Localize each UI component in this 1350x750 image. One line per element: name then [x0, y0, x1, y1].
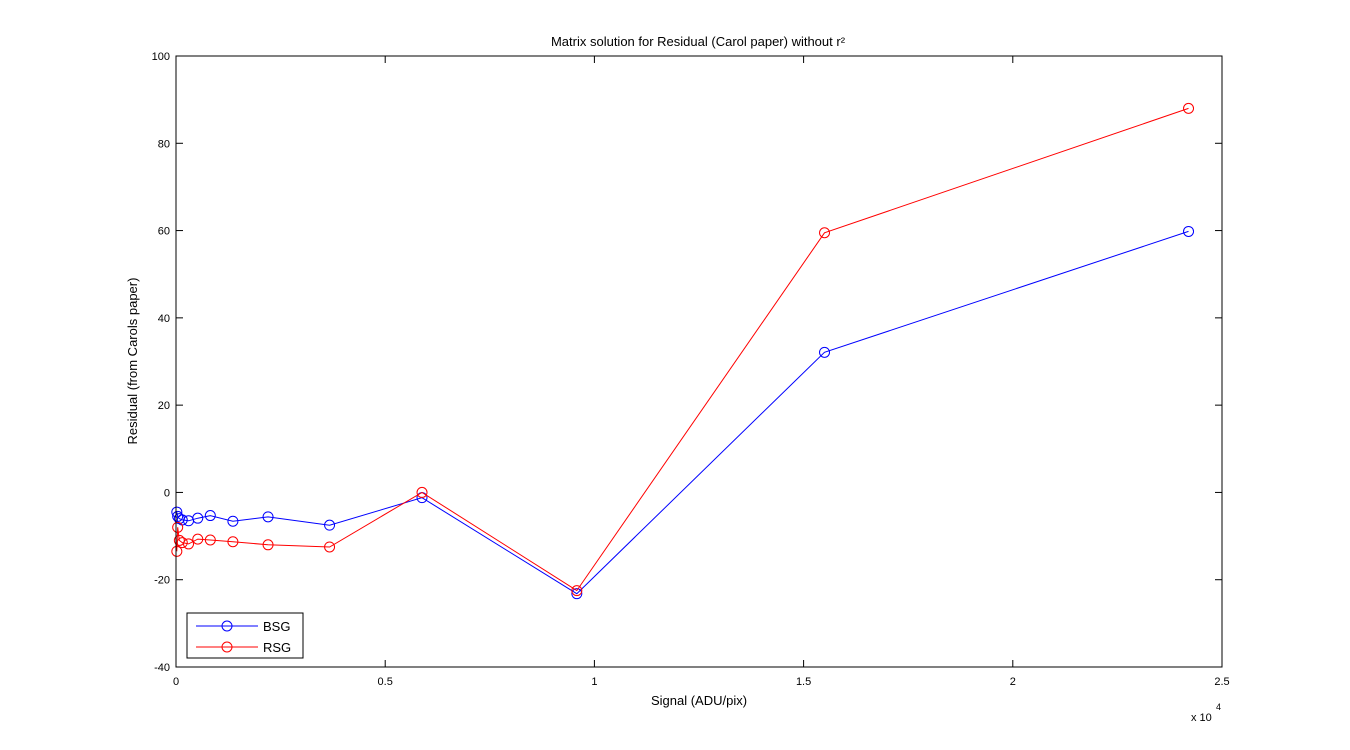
plot-area — [176, 56, 1222, 667]
x-tick-label: 1.5 — [796, 676, 811, 688]
y-tick-label: 80 — [158, 138, 170, 150]
data-point-bsg — [819, 346, 831, 358]
data-point-bsg — [324, 519, 336, 531]
data-point-bsg — [227, 515, 239, 527]
x-axis-label: Signal (ADU/pix) — [651, 693, 747, 708]
data-point-rsg — [416, 486, 428, 498]
data-point-bsg — [171, 506, 183, 518]
data-point-rsg — [171, 545, 183, 557]
x-tick-label: 0 — [173, 676, 179, 688]
data-point-rsg — [227, 536, 239, 548]
data-point-bsg — [204, 510, 216, 522]
x-tick-label: 2 — [1010, 676, 1016, 688]
y-tick-label: 0 — [164, 487, 170, 499]
legend-marker-bsg — [221, 620, 233, 632]
legend-marker-rsg — [221, 641, 233, 653]
data-point-rsg — [819, 227, 831, 239]
x-tick-label: 1 — [591, 676, 597, 688]
chart-title: Matrix solution for Residual (Carol pape… — [551, 34, 846, 49]
y-tick-label: 60 — [158, 226, 170, 238]
data-point-rsg — [183, 538, 195, 550]
series-line-bsg — [176, 230, 1189, 595]
data-point-rsg — [176, 537, 188, 549]
x-tick-label: 2.5 — [1214, 676, 1229, 688]
data-point-rsg — [1183, 102, 1195, 114]
data-point-rsg — [324, 541, 336, 553]
y-axis-label: Residual (from Carols paper) — [125, 278, 140, 445]
y-tick-label: -20 — [154, 575, 170, 587]
x-tick-label: 0.5 — [378, 676, 393, 688]
data-point-bsg — [192, 512, 204, 524]
y-tick-label: 40 — [158, 313, 170, 325]
data-series — [171, 102, 1195, 600]
legend-label-rsg: RSG — [263, 640, 291, 655]
data-point-bsg — [1183, 225, 1195, 237]
y-tick-label: -40 — [154, 662, 170, 674]
data-point-bsg — [571, 588, 583, 600]
x-exponent-power: 4 — [1216, 702, 1221, 712]
data-point-bsg — [262, 511, 274, 523]
x-exponent-label: x 10 — [1191, 712, 1212, 724]
legend: BSG RSG — [186, 612, 304, 659]
data-point-rsg — [204, 534, 216, 546]
y-tick-label: 20 — [158, 400, 170, 412]
data-point-rsg — [192, 533, 204, 545]
plot-frame — [175, 55, 1223, 668]
y-tick-label: 100 — [152, 51, 170, 63]
legend-label-bsg: BSG — [263, 619, 290, 634]
data-point-rsg — [262, 539, 274, 551]
data-point-rsg — [571, 585, 583, 597]
series-line-rsg — [176, 107, 1189, 592]
data-point-rsg — [172, 521, 184, 533]
legend-box — [186, 612, 304, 659]
series-rsg — [171, 102, 1195, 597]
